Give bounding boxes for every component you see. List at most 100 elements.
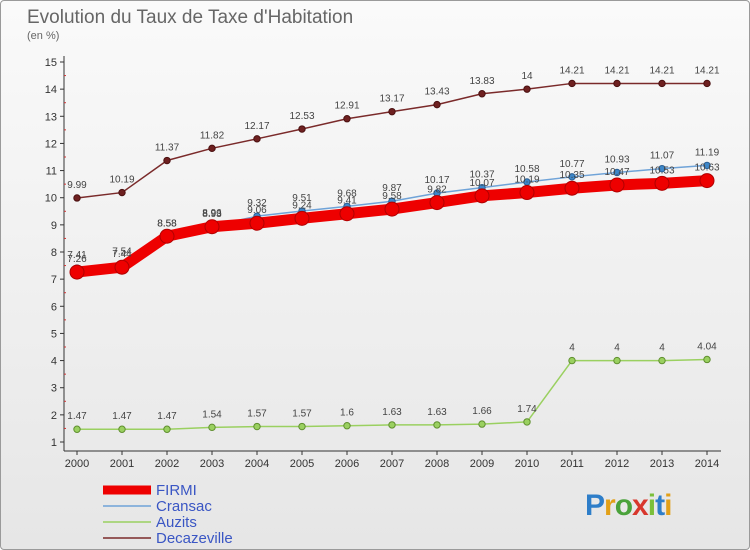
data-point-auzits — [343, 422, 351, 430]
data-label-firmi: 9.24 — [292, 200, 312, 211]
data-point-firmi — [159, 228, 175, 244]
data-label-cransac: 9.68 — [337, 188, 357, 199]
data-label-firmi: 8.58 — [157, 218, 177, 229]
data-point-firmi — [654, 175, 670, 191]
data-point-auzits — [523, 418, 531, 426]
proxiti-logo: Proxiti — [585, 489, 672, 523]
x-tick-label: 2005 — [290, 458, 314, 470]
data-label-cransac: 11.19 — [695, 147, 720, 158]
data-point-auzits — [208, 423, 216, 432]
data-label-cransac: 9.32 — [247, 198, 267, 209]
x-tick-label: 2004 — [245, 458, 269, 470]
data-point-firmi — [294, 210, 310, 226]
data-point-firmi — [699, 173, 715, 189]
y-tick-label: 14 — [45, 84, 57, 96]
data-label-decazeville: 13.83 — [469, 76, 494, 87]
data-point-firmi — [339, 206, 355, 222]
data-label-auzits: 1.47 — [67, 411, 87, 422]
data-label-decazeville: 14.21 — [559, 65, 584, 76]
data-label-firmi: 10.53 — [649, 165, 674, 176]
data-point-cransac — [658, 164, 666, 173]
data-label-cransac: 10.77 — [559, 159, 584, 170]
y-tick-label: 8 — [51, 247, 57, 259]
data-label-cransac: 9.51 — [292, 193, 312, 204]
data-label-firmi: 10.47 — [604, 167, 629, 178]
logo-letter: t — [655, 489, 665, 522]
y-tick-label: 1 — [51, 437, 57, 449]
data-point-firmi — [519, 185, 535, 201]
data-label-cransac: 7.41 — [67, 250, 87, 261]
data-label-firmi: 7.26 — [67, 254, 87, 265]
data-point-decazeville — [298, 125, 306, 133]
data-label-decazeville: 12.91 — [334, 101, 359, 112]
y-tick-label: 9 — [51, 220, 57, 232]
y-tick-label: 4 — [51, 356, 57, 368]
x-tick-label: 2007 — [380, 458, 404, 470]
data-point-firmi — [204, 219, 220, 235]
data-label-cransac: 7.54 — [112, 246, 132, 257]
x-tick-label: 2001 — [110, 458, 134, 470]
data-point-decazeville — [478, 90, 486, 98]
data-point-decazeville — [73, 194, 81, 202]
data-label-decazeville: 14.21 — [604, 65, 629, 76]
data-label-cransac: 8.96 — [202, 208, 222, 219]
data-label-cransac: 9.87 — [382, 183, 402, 194]
data-point-decazeville — [613, 79, 621, 88]
chart-title: Evolution du Taux de Taxe d'Habitation — [27, 7, 354, 28]
y-tick-label: 5 — [51, 328, 57, 340]
data-label-auzits: 4 — [569, 343, 575, 354]
legend-label-auzits: Auzits — [156, 514, 197, 531]
data-label-firmi: 7.44 — [112, 249, 132, 260]
data-label-auzits: 1.63 — [382, 407, 402, 418]
data-point-decazeville — [163, 156, 171, 165]
data-point-auzits — [613, 356, 621, 365]
data-label-cransac: 10.93 — [604, 154, 629, 165]
x-tick-label: 2014 — [695, 458, 719, 470]
data-point-decazeville — [208, 144, 216, 153]
data-point-firmi — [114, 259, 130, 275]
y-tick-label: 15 — [45, 57, 57, 69]
logo-letter: r — [604, 489, 616, 522]
data-label-decazeville: 9.99 — [67, 180, 87, 191]
y-tick-label: 12 — [45, 138, 57, 150]
data-point-decazeville — [658, 79, 666, 88]
data-point-decazeville — [253, 135, 261, 143]
data-point-auzits — [253, 422, 261, 431]
data-point-auzits — [118, 425, 126, 433]
data-label-auzits: 1.74 — [517, 404, 537, 415]
y-tick-label: 3 — [51, 383, 57, 395]
legend-label-firmi: FIRMI — [156, 482, 197, 499]
data-point-decazeville — [343, 115, 351, 123]
x-tick-label: 2002 — [155, 458, 179, 470]
data-label-firmi: 9.41 — [337, 196, 357, 207]
x-tick-label: 2006 — [335, 458, 359, 470]
x-tick-label: 2003 — [200, 458, 224, 470]
y-tick-label: 6 — [51, 301, 57, 313]
data-point-auzits — [568, 356, 576, 365]
legend-label-cransac: Cransac — [156, 498, 212, 515]
data-point-decazeville — [523, 85, 531, 93]
data-point-firmi — [564, 180, 580, 196]
data-label-auzits: 4.04 — [697, 341, 717, 352]
logo-letter: i — [647, 489, 656, 522]
data-label-auzits: 1.63 — [427, 407, 447, 418]
y-tick-label: 11 — [46, 166, 57, 178]
x-tick-label: 2010 — [515, 458, 539, 470]
y-tick-label: 7 — [51, 274, 57, 286]
data-point-cransac — [613, 168, 621, 177]
data-label-decazeville: 14.21 — [694, 65, 719, 76]
data-point-firmi — [249, 215, 265, 231]
data-point-decazeville — [568, 79, 576, 88]
data-label-cransac: 8.58 — [157, 218, 177, 229]
data-label-firmi: 9.58 — [382, 191, 402, 202]
x-tick-label: 2009 — [470, 458, 494, 470]
y-tick-label: 2 — [51, 410, 57, 422]
logo-letter: i — [664, 489, 672, 522]
x-tick-label: 2011 — [560, 458, 584, 470]
data-label-auzits: 1.57 — [292, 409, 312, 420]
data-point-firmi — [474, 188, 490, 204]
data-label-decazeville: 14.21 — [649, 65, 674, 76]
data-point-auzits — [163, 425, 171, 433]
